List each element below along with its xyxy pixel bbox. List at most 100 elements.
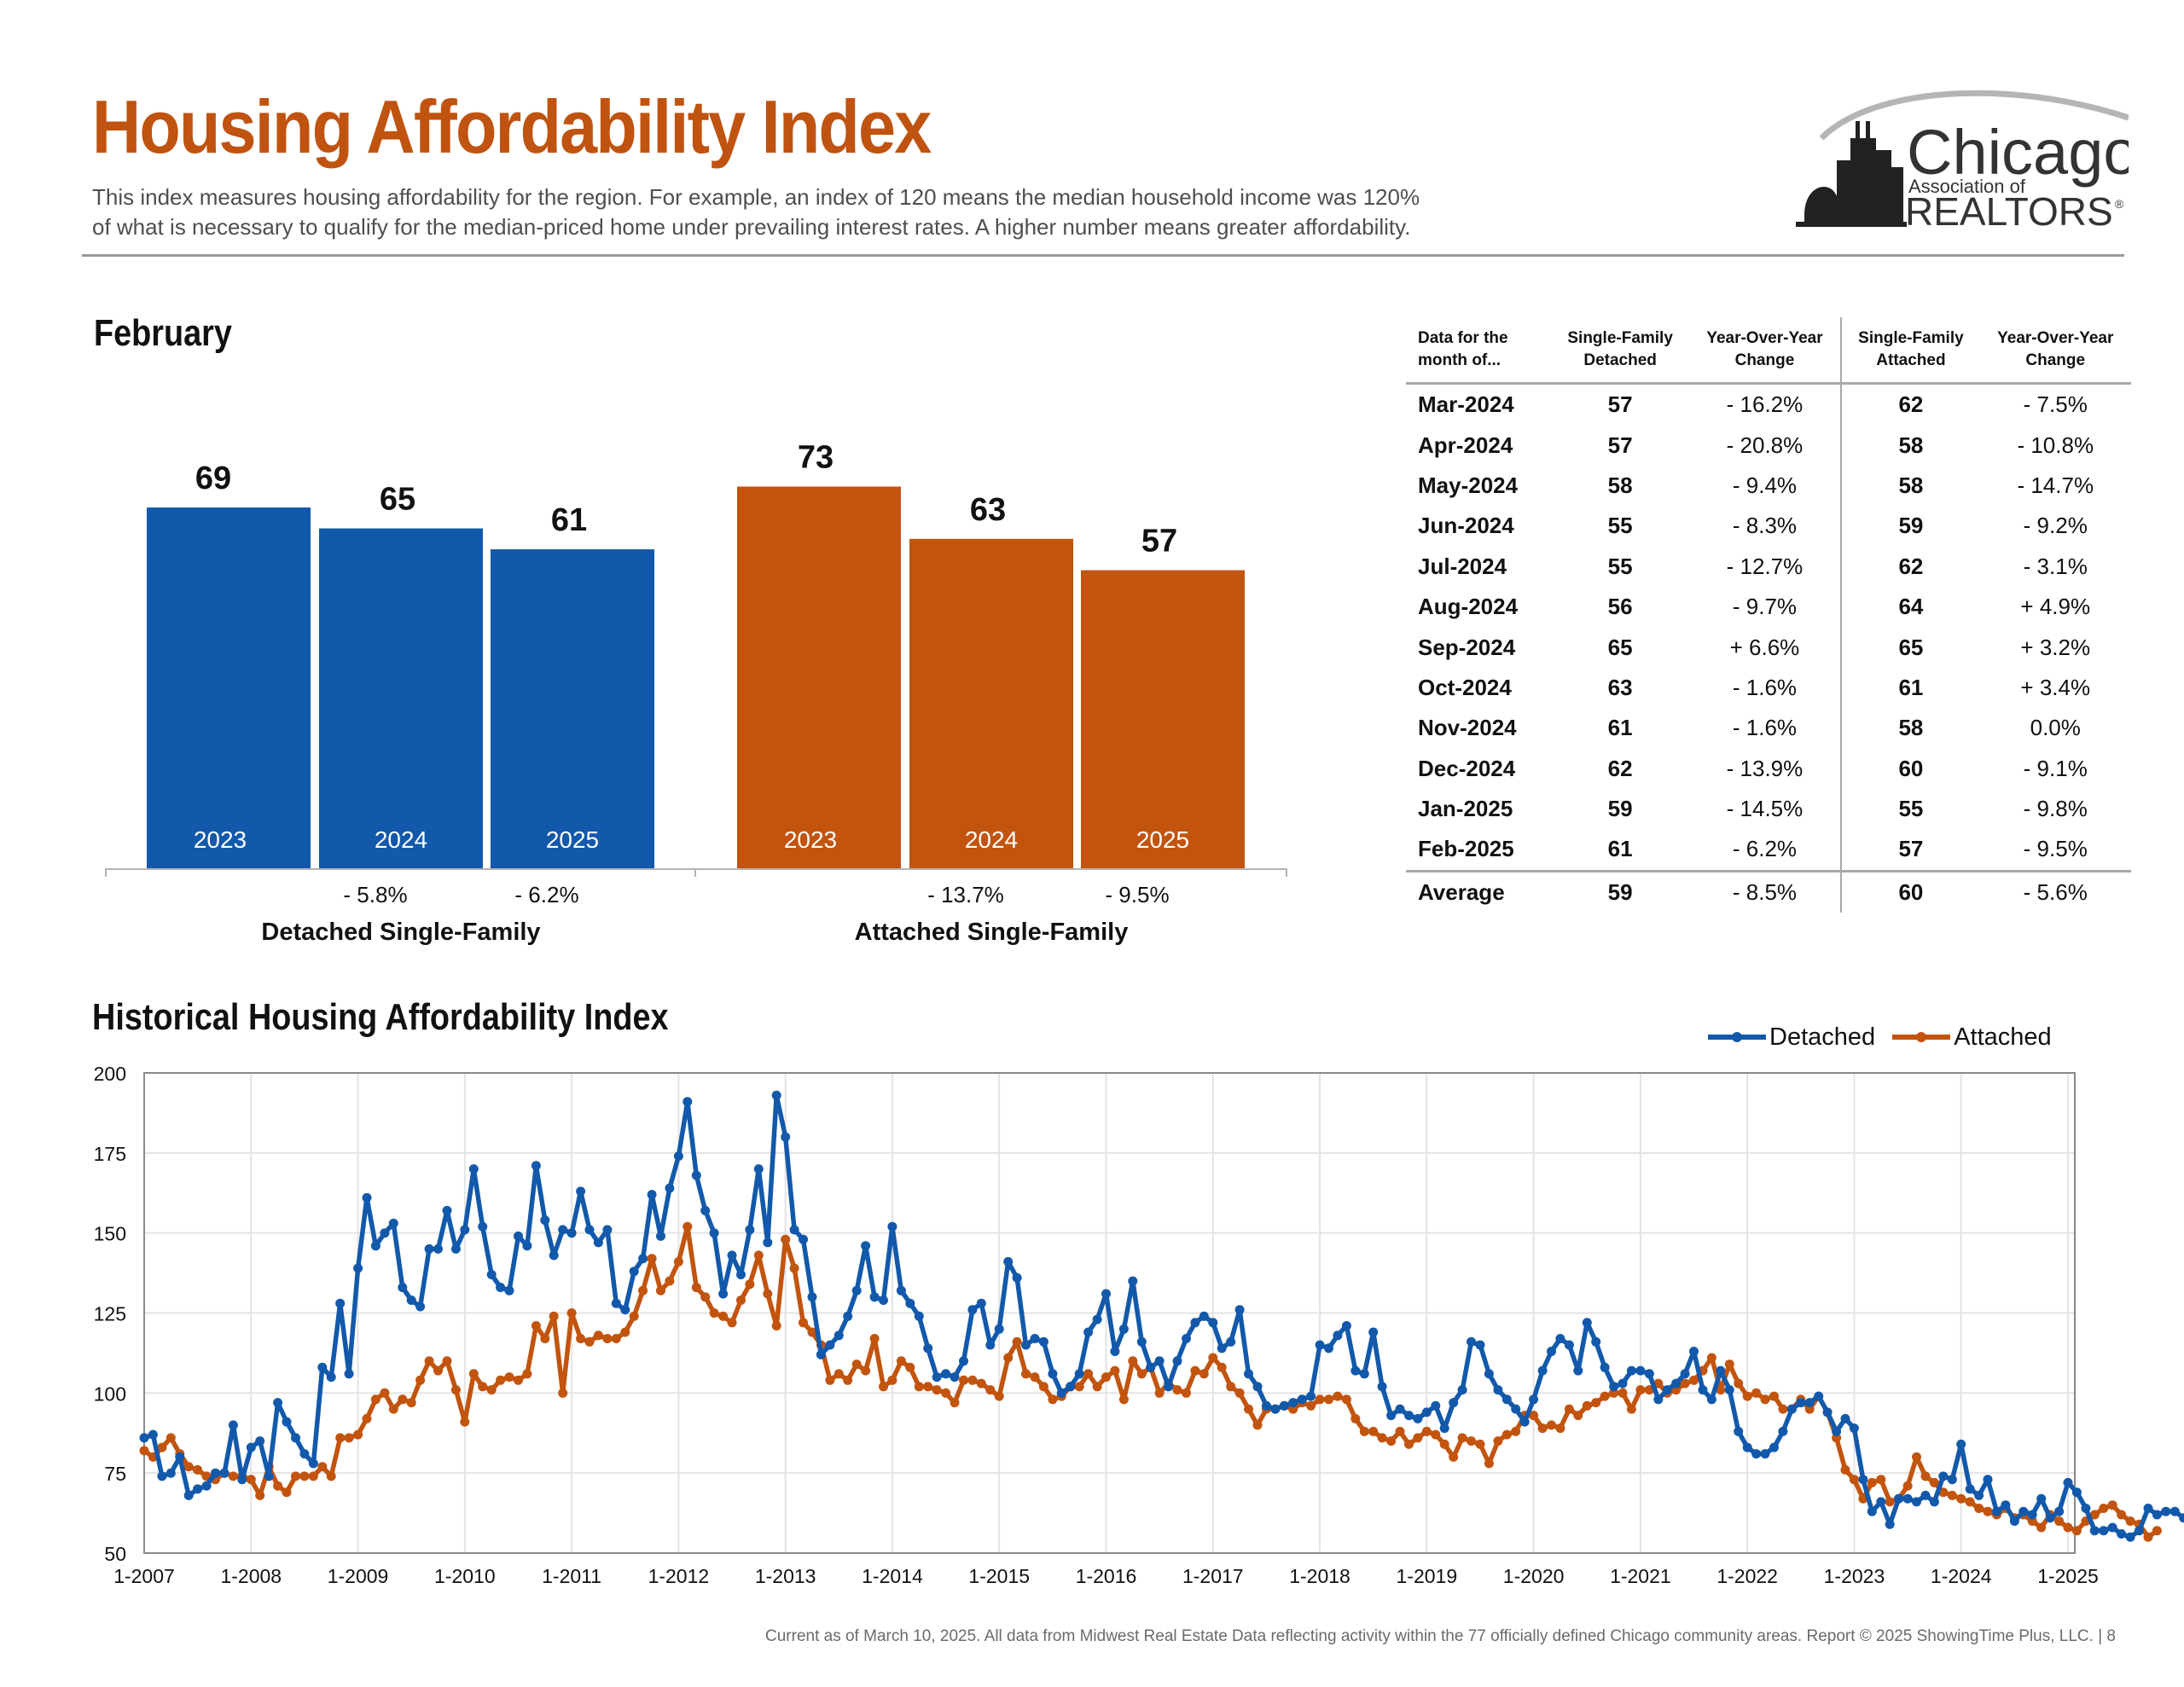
x-tick-label: 1-2021: [1610, 1565, 1671, 1587]
data-point-detached: [175, 1452, 185, 1462]
data-point-attached: [781, 1234, 791, 1244]
page-title: Housing Affordability Index: [92, 84, 932, 169]
data-point-detached: [736, 1270, 746, 1279]
historical-line-chart: 50 75 100 125 150 175 200 1-2007 1-2008 1-2009 1-2…: [94, 1063, 2184, 1587]
data-point-attached: [1234, 1388, 1245, 1398]
table-average-row: Average 59- 8.5% 60- 5.6%: [1406, 869, 2131, 913]
data-point-detached: [2045, 1513, 2055, 1523]
cell-attached-yoy: + 3.4%: [2020, 674, 2091, 700]
data-point-attached: [558, 1388, 568, 1398]
data-point-detached: [2036, 1493, 2047, 1504]
historical-heading: Historical Housing Affordability Index: [92, 996, 669, 1038]
data-point-detached: [1413, 1413, 1423, 1423]
cell-detached-yoy: - 8.5%: [1688, 869, 1842, 913]
x-tick-label: 1-2012: [648, 1565, 710, 1587]
data-point-attached: [789, 1263, 799, 1273]
data-point-attached: [442, 1356, 452, 1366]
data-point-detached: [1635, 1365, 1646, 1376]
cell-detached: 57: [1607, 432, 1633, 458]
data-point-attached: [335, 1433, 346, 1443]
data-point-attached: [1564, 1404, 1574, 1414]
data-point-attached: [602, 1334, 613, 1343]
data-point-attached: [1101, 1372, 1111, 1383]
data-point-detached: [406, 1296, 416, 1305]
header-attached-yoy: Year-Over-Year Change: [1979, 317, 2131, 385]
bar-0-2024: [319, 528, 483, 868]
bar-group-label: Attached Single-Family: [855, 919, 1129, 946]
cell-month: Jun-2024: [1418, 513, 1514, 539]
series-line-attached: [142, 1224, 2159, 1539]
data-point-detached: [264, 1471, 274, 1481]
table-row: Jul-2024 55 - 12.7% 62 - 3.1%: [1406, 546, 2131, 587]
data-point-detached: [2018, 1506, 2029, 1516]
bar-category-label: 2024: [375, 826, 427, 853]
data-point-detached: [1662, 1385, 1672, 1395]
data-point-detached: [1101, 1289, 1111, 1299]
data-point-attached: [566, 1308, 577, 1318]
data-point-detached: [1118, 1324, 1129, 1334]
data-point-attached: [1457, 1433, 1467, 1443]
cell-detached-yoy: - 1.6%: [1732, 715, 1798, 741]
data-point-detached: [193, 1484, 203, 1494]
data-point-detached: [1653, 1394, 1664, 1405]
table-row: Jun-2024 55 - 8.3% 59 - 9.2%: [1406, 506, 2131, 547]
bar-value-label: 57: [1141, 524, 1177, 559]
data-point-attached: [1555, 1423, 1565, 1434]
data-point-attached: [584, 1336, 595, 1347]
data-point-detached: [843, 1311, 853, 1321]
data-point-attached: [1315, 1394, 1325, 1405]
data-point-attached: [745, 1279, 755, 1290]
data-point-detached: [362, 1192, 372, 1203]
cell-month: Apr-2024: [1418, 432, 1513, 458]
data-point-detached: [1110, 1347, 1120, 1356]
data-point-detached: [1974, 1490, 1984, 1500]
cell-attached: 60: [1840, 869, 1980, 913]
data-point-attached: [994, 1391, 1004, 1401]
cell-month: Oct-2024: [1418, 674, 1512, 700]
intro-line-1: This index measures housing affordabilit…: [92, 184, 1420, 210]
data-point-attached: [2143, 1532, 2153, 1542]
data-point-detached: [620, 1305, 630, 1315]
data-point-detached: [433, 1244, 443, 1254]
logo-name: Chicago: [1907, 117, 2129, 188]
table-row: Sep-2024 65 + 6.6% 65 + 3.2%: [1406, 627, 2131, 668]
data-point-detached: [424, 1244, 434, 1254]
bar-1-2023: [737, 486, 901, 868]
data-point-detached: [879, 1296, 888, 1305]
data-point-attached: [923, 1382, 933, 1392]
data-point-attached: [1849, 1475, 1859, 1485]
x-tick-label: 1-2020: [1503, 1565, 1565, 1587]
data-point-attached: [985, 1385, 996, 1395]
data-point-attached: [1341, 1394, 1351, 1405]
data-point-attached: [834, 1369, 844, 1379]
data-point-detached: [166, 1468, 176, 1478]
table-row: Nov-2024 61 - 1.6% 58 0.0%: [1406, 708, 2131, 749]
data-point-detached: [1234, 1305, 1245, 1315]
table-row: Oct-2024 63 - 1.6% 61 + 3.4%: [1406, 667, 2131, 709]
bar-0-2025: [491, 549, 654, 868]
data-point-detached: [2054, 1506, 2065, 1516]
cell-attached: 60: [1840, 748, 1980, 789]
data-point-attached: [317, 1462, 328, 1472]
cell-month: Nov-2024: [1418, 715, 1517, 741]
data-point-detached: [549, 1250, 559, 1261]
table-row: Aug-2024 56 - 9.7% 64 + 4.9%: [1406, 586, 2131, 628]
data-point-detached: [2099, 1526, 2109, 1536]
data-point-attached: [1626, 1404, 1636, 1414]
data-point-attached: [1983, 1506, 1993, 1516]
data-point-attached: [496, 1375, 506, 1385]
data-point-detached: [1814, 1391, 1824, 1401]
data-point-attached: [1190, 1365, 1200, 1376]
bar-value-label: 69: [195, 461, 231, 496]
data-point-detached: [1689, 1347, 1699, 1356]
data-point-detached: [1449, 1398, 1459, 1408]
data-point-detached: [2089, 1526, 2100, 1536]
data-point-detached: [1395, 1404, 1405, 1414]
data-point-detached: [709, 1228, 719, 1238]
data-point-attached: [1876, 1475, 1886, 1485]
data-point-attached: [1038, 1382, 1048, 1392]
data-point-detached: [727, 1250, 737, 1261]
data-point-attached: [1689, 1375, 1699, 1385]
y-tick-label: 50: [104, 1543, 126, 1565]
data-point-attached: [1128, 1356, 1138, 1366]
